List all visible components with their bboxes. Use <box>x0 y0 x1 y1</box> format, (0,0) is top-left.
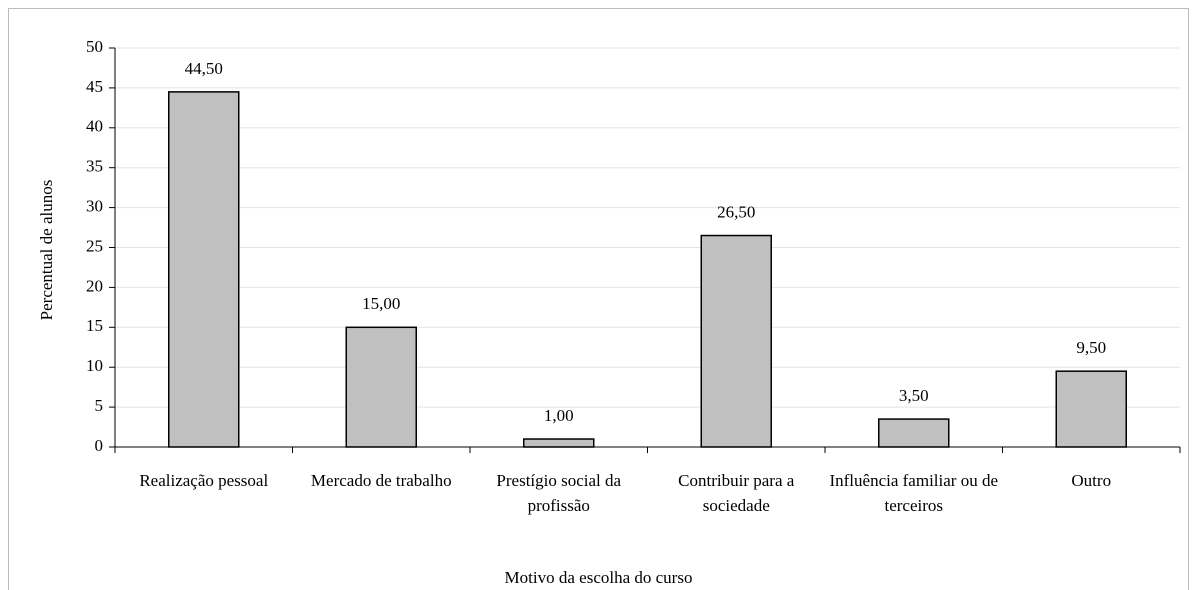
y-tick-label: 10 <box>86 356 103 375</box>
frame <box>8 8 1189 590</box>
y-tick-label: 30 <box>86 197 103 216</box>
x-axis-title: Motivo da escolha do curso <box>504 568 693 587</box>
data-label: 15,00 <box>362 294 400 313</box>
bar <box>1055 370 1127 448</box>
x-tick-label: Outro <box>1071 471 1112 490</box>
y-tick-label: 50 <box>86 37 103 56</box>
y-tick-label: 0 <box>95 436 104 455</box>
data-label: 9,50 <box>1076 338 1106 357</box>
y-tick-label: 15 <box>86 316 103 335</box>
y-tick-label: 35 <box>86 157 103 176</box>
y-tick-label: 20 <box>86 276 103 295</box>
bar <box>523 438 595 448</box>
x-tick-label: Prestígio social da profissão <box>496 471 622 515</box>
x-tick-label: Mercado de trabalho <box>310 471 452 490</box>
x-tick-label: Realização pessoal <box>139 471 269 490</box>
y-tick-label: 45 <box>86 77 103 96</box>
bar <box>168 91 240 448</box>
y-axis-title: Percentual de alunos <box>37 180 56 321</box>
bar <box>878 418 950 448</box>
data-label: 26,50 <box>717 202 755 221</box>
data-label: 1,00 <box>544 406 574 425</box>
x-tick-label: Influência familiar ou de terceiros <box>829 471 998 515</box>
data-label: 44,50 <box>185 59 223 78</box>
y-tick-label: 25 <box>86 236 103 255</box>
y-tick-label: 40 <box>86 117 103 136</box>
y-tick-label: 5 <box>95 396 104 415</box>
bar <box>700 234 772 448</box>
bar <box>345 326 417 448</box>
x-tick-label: Contribuir para a sociedade <box>678 471 795 515</box>
data-label: 3,50 <box>899 386 929 405</box>
